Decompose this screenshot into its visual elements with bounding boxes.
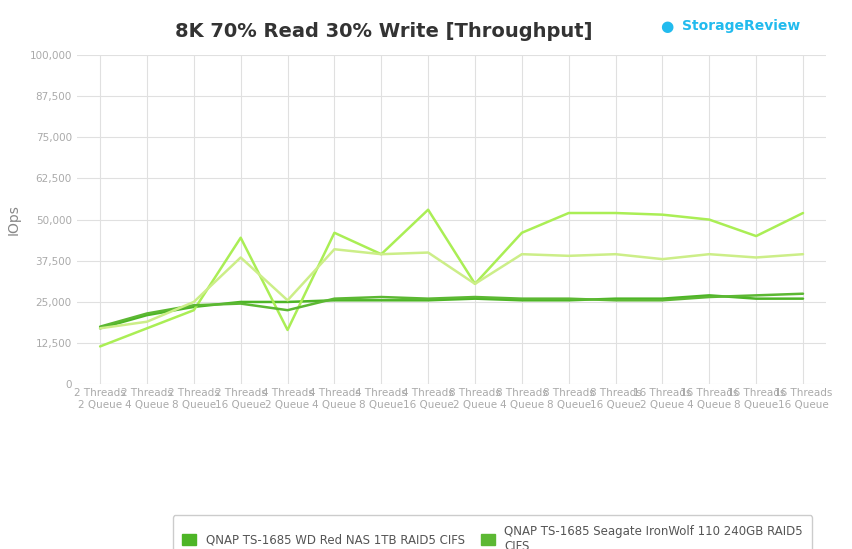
- Text: ●: ●: [660, 19, 674, 34]
- Y-axis label: IOps: IOps: [7, 204, 21, 235]
- Text: StorageReview: StorageReview: [682, 19, 800, 33]
- Legend: QNAP TS-1685 WD Red NAS 1TB RAID5 CIFS, QNAP TS-1685 WD Red NAS 1TB RAID5 iSCSI,: QNAP TS-1685 WD Red NAS 1TB RAID5 CIFS, …: [173, 516, 813, 549]
- Text: 8K 70% Read 30% Write [Throughput]: 8K 70% Read 30% Write [Throughput]: [175, 22, 592, 41]
